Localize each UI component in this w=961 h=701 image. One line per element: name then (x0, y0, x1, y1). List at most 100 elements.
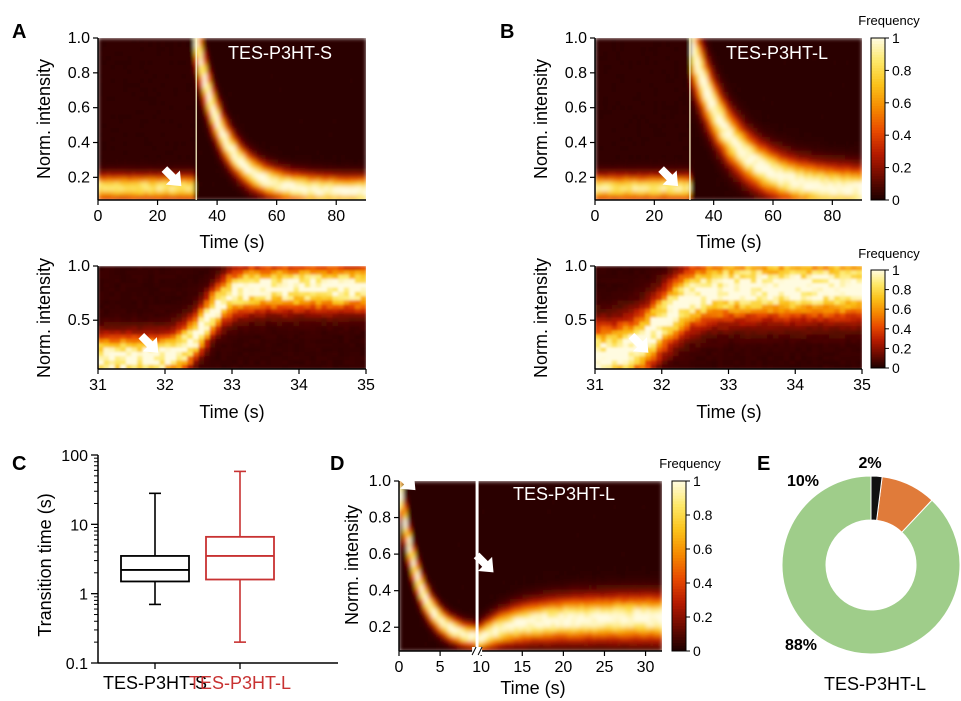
heatmap-cell (123, 65, 128, 71)
heatmap-cell (624, 128, 629, 134)
heatmap-cell (836, 105, 842, 111)
heatmap-cell (674, 92, 680, 98)
heatmap-cell (102, 74, 107, 80)
heatmap-cell (611, 164, 617, 170)
heatmap-cell (820, 119, 826, 125)
heatmap-cell (824, 195, 830, 200)
heatmap-cell (98, 74, 103, 80)
heatmap-cell (836, 173, 842, 179)
heatmap-cell (761, 92, 767, 98)
heatmap-cell (336, 132, 342, 138)
heatmap-cell (811, 182, 817, 188)
heatmap-cell (624, 155, 629, 161)
heatmap-cell (636, 114, 642, 120)
heatmap-cell (109, 266, 116, 271)
heatmap-cell (156, 191, 162, 197)
heatmap-cell (219, 195, 225, 200)
heatmap-cell (836, 137, 842, 143)
heatmap-cell (778, 38, 784, 44)
heatmap-cell (278, 146, 283, 152)
heatmap-cell (849, 173, 855, 179)
heatmap-cell (332, 123, 338, 129)
heatmap-cell (265, 65, 271, 71)
heatmap-cell (332, 159, 338, 165)
heatmap-cell (636, 186, 642, 192)
heatmap-cell (707, 159, 713, 165)
heatmap-cell (603, 132, 609, 138)
heatmap-cell (774, 69, 780, 75)
heatmap-cell (211, 177, 216, 183)
heatmap-cell (118, 60, 124, 66)
heatmap-cell (219, 191, 225, 197)
heatmap-cell (841, 164, 846, 170)
heatmap-cell (123, 119, 128, 125)
heatmap-cell (628, 38, 634, 44)
heatmap-cell (137, 287, 144, 293)
heatmap-cell (261, 119, 267, 125)
heatmap-cell (799, 195, 805, 200)
heatmap-cell (127, 177, 133, 183)
heatmap-cell (761, 137, 767, 143)
heatmap-cell (123, 38, 128, 44)
heatmap-cell (674, 69, 680, 75)
heatmap-cell (761, 141, 767, 147)
heatmap-cell (286, 56, 292, 62)
heatmap-cell (665, 105, 671, 111)
heatmap-cell (206, 186, 212, 192)
heatmap-cell (745, 51, 750, 57)
heatmap-cell (845, 42, 851, 48)
heatmap-cell (690, 69, 696, 75)
heatmap-cell (786, 69, 792, 75)
heatmap-cell (98, 321, 105, 327)
heatmap-cell (636, 74, 642, 80)
heatmap-cell (299, 119, 304, 125)
heatmap-cell (678, 182, 684, 188)
heatmap-cell (135, 195, 141, 200)
heatmap-cell (803, 177, 809, 183)
heatmap-cell (715, 177, 721, 183)
heatmap-cell (286, 78, 292, 84)
heatmap-cell (286, 132, 292, 138)
heatmap-cell (674, 155, 680, 161)
heatmap-cell (345, 191, 350, 197)
heatmap-cell (336, 56, 342, 62)
heatmap-cell (103, 317, 110, 323)
heatmap-cell (120, 347, 127, 353)
x-tick-label: 60 (764, 208, 782, 225)
heatmap-cell (607, 105, 613, 111)
heatmap-cell (820, 114, 826, 120)
heatmap-cell (695, 96, 700, 102)
heatmap-cell (240, 173, 246, 179)
heatmap-cell (198, 92, 204, 98)
heatmap-cell (841, 123, 846, 129)
heatmap-cell (649, 92, 654, 98)
heatmap-cell (611, 123, 617, 129)
heatmap-cell (273, 60, 279, 66)
heatmap-cell (645, 74, 650, 80)
heatmap-cell (799, 141, 805, 147)
heatmap-cell (98, 317, 105, 323)
heatmap-cell (232, 101, 237, 107)
heatmap-cell (857, 141, 862, 147)
heatmap-cell (661, 96, 667, 102)
heatmap-cell (265, 191, 271, 197)
heatmap-cell (257, 128, 262, 134)
heatmap-cell (357, 92, 363, 98)
heatmap-cell (732, 137, 738, 143)
heatmap-cell (782, 191, 788, 197)
heatmap-cell (645, 132, 650, 138)
heatmap-cell (853, 159, 859, 165)
heatmap-cell (102, 128, 107, 134)
heatmap-cell (169, 141, 174, 147)
heatmap-cell (215, 195, 221, 200)
heatmap-cell (139, 87, 145, 93)
heatmap-cell (170, 304, 177, 310)
heatmap-cell (703, 150, 709, 156)
heatmap-cell (265, 110, 271, 116)
heatmap-cell (782, 195, 788, 200)
heatmap-cell (678, 83, 684, 89)
heatmap-cell (632, 92, 638, 98)
heatmap-cell (353, 119, 359, 125)
heatmap-cell (139, 146, 145, 152)
heatmap-cell (114, 168, 120, 174)
